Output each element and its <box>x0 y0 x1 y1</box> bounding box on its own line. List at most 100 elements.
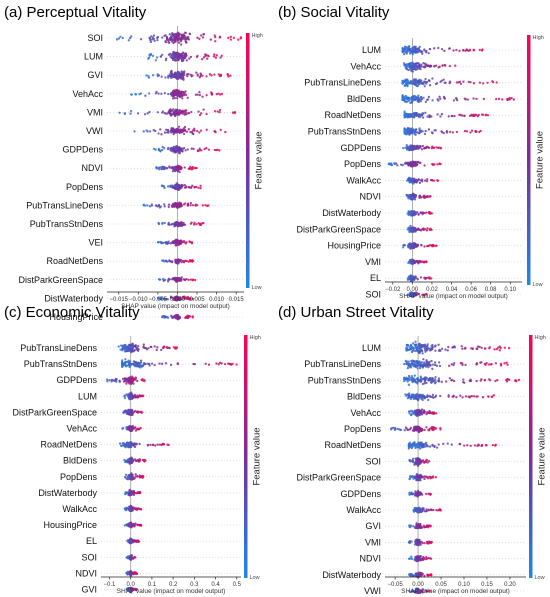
feature-row: RoadNetDens <box>324 110 522 120</box>
shap-point <box>428 228 431 231</box>
shap-point <box>136 475 139 478</box>
shap-point <box>181 150 184 153</box>
shap-point <box>206 57 209 60</box>
feature-row: PubTransStnDens <box>30 219 244 229</box>
shap-point <box>134 409 137 413</box>
feature-row: SOI <box>87 31 244 46</box>
shap-point <box>173 114 177 117</box>
shap-point <box>167 131 170 134</box>
shap-point <box>201 74 204 77</box>
shap-point <box>164 41 168 44</box>
shap-point <box>406 161 410 165</box>
shap-point <box>163 221 166 225</box>
shap-point <box>218 149 221 152</box>
feature-row: GVI <box>87 69 244 81</box>
feature-row: PubTransLineDens <box>304 77 522 88</box>
shap-point <box>164 241 167 244</box>
shap-point <box>475 97 478 100</box>
shap-point <box>148 54 152 57</box>
shap-point <box>128 395 131 399</box>
shap-point <box>189 55 193 59</box>
shap-point <box>160 133 163 136</box>
shap-point <box>128 462 132 465</box>
shap-point <box>121 349 124 352</box>
shap-point <box>154 204 157 207</box>
shap-point <box>388 162 391 165</box>
shap-point <box>180 58 184 62</box>
shap-point <box>175 346 179 349</box>
feature-label: LUM <box>362 45 381 55</box>
shap-point <box>423 164 426 167</box>
shap-point <box>216 148 219 152</box>
shap-point <box>170 185 173 188</box>
shap-point <box>239 37 242 40</box>
colorbar-label: Feature value <box>254 131 265 189</box>
shap-point <box>190 242 194 245</box>
shap-point <box>184 55 188 58</box>
shap-point <box>193 166 197 170</box>
shap-point <box>149 443 152 447</box>
shap-point <box>406 48 409 51</box>
shap-point <box>115 38 119 41</box>
shap-point <box>437 99 440 102</box>
feature-label: GDPDens <box>340 143 381 153</box>
shap-point <box>418 145 421 148</box>
shap-point <box>139 426 142 430</box>
feature-row: DistParkGreenSpace <box>296 224 522 234</box>
shap-point <box>178 112 181 116</box>
shap-point <box>135 364 138 368</box>
shap-point <box>125 491 128 494</box>
shap-point <box>193 185 196 189</box>
shap-point <box>423 194 426 197</box>
shap-point <box>182 127 186 130</box>
shap-point <box>482 82 485 85</box>
shap-point <box>408 62 411 65</box>
shap-point <box>478 81 482 84</box>
shap-point <box>184 242 188 245</box>
shap-point <box>192 147 195 151</box>
shap-point <box>452 49 455 52</box>
shap-point <box>497 97 501 101</box>
colorbar-high-label: High <box>533 35 544 41</box>
colorbar-low-label: Low <box>252 285 262 291</box>
shap-point <box>125 426 128 429</box>
feature-row: VWI <box>86 125 244 136</box>
shap-point <box>136 539 139 543</box>
shap-point <box>157 203 161 207</box>
shap-point <box>174 205 177 208</box>
shap-point <box>467 49 470 52</box>
shap-point <box>424 179 427 182</box>
shap-point <box>413 83 417 86</box>
shap-point <box>127 378 130 381</box>
shap-point <box>134 508 138 511</box>
shap-point <box>189 278 193 281</box>
feature-row: BldDens <box>347 94 522 104</box>
shap-point <box>472 114 475 118</box>
shap-point <box>139 411 143 414</box>
shap-point <box>163 278 167 281</box>
shap-point <box>412 95 415 98</box>
shap-point <box>409 224 412 228</box>
shap-point <box>186 316 190 320</box>
shap-point <box>152 34 156 37</box>
feature-label: PopDens <box>66 182 104 192</box>
shap-point <box>157 147 160 151</box>
shap-point <box>175 92 179 95</box>
shap-point <box>213 110 217 113</box>
shap-point <box>179 73 182 76</box>
shap-point <box>161 36 164 39</box>
shap-point <box>436 163 439 166</box>
shap-point <box>129 506 133 509</box>
feature-label: VMI <box>365 257 381 267</box>
shap-point <box>431 99 434 102</box>
shap-point <box>183 110 186 113</box>
shap-point <box>413 242 417 245</box>
shap-point <box>128 36 132 40</box>
feature-label: PubTransLineDens <box>20 343 97 353</box>
shap-point <box>177 77 180 81</box>
shap-point <box>428 79 431 83</box>
shap-point <box>129 112 132 115</box>
shap-point <box>408 127 412 131</box>
shap-point <box>161 53 164 56</box>
shap-point <box>425 276 428 280</box>
